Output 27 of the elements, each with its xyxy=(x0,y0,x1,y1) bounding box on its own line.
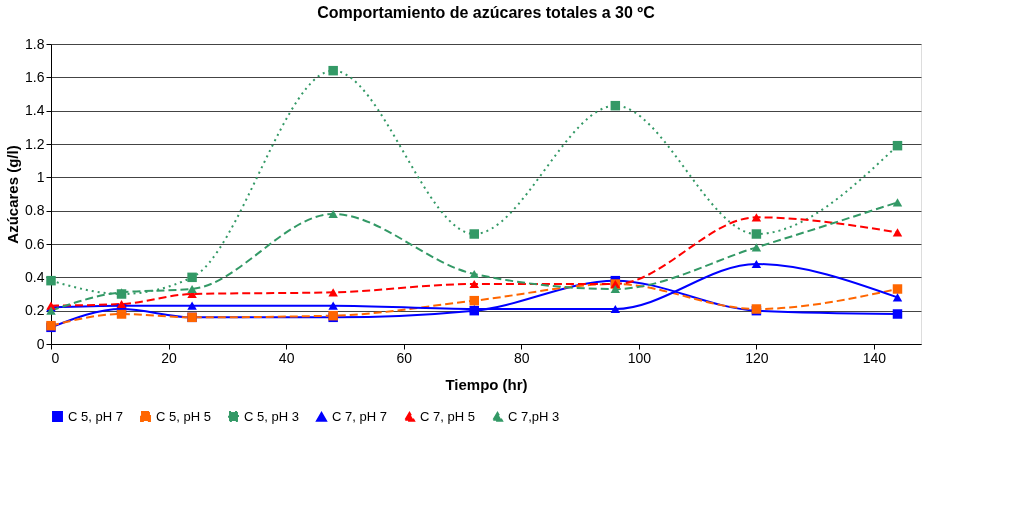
y-tick-label: 1.6 xyxy=(25,68,45,85)
legend-label: C 5, pH 5 xyxy=(156,408,211,424)
y-tick-label: 0.8 xyxy=(25,202,45,219)
x-tick-label: 120 xyxy=(745,349,769,366)
x-tick-label: 80 xyxy=(513,349,530,366)
legend-label: C 7, pH 7 xyxy=(332,408,387,424)
y-tick-label: 1 xyxy=(36,168,45,185)
x-tick-label: 40 xyxy=(278,349,295,366)
legend-label: C 7,pH 3 xyxy=(508,408,560,424)
legend-label: C 7, pH 5 xyxy=(420,408,475,424)
x-tick-label: 20 xyxy=(161,349,178,366)
y-tick-label: 0.6 xyxy=(25,235,45,252)
x-tick-label: 0 xyxy=(51,349,60,366)
y-tick-label: 0.2 xyxy=(25,302,45,319)
y-tick-label: 1.4 xyxy=(25,102,45,119)
legend-label: C 5, pH 7 xyxy=(68,408,123,424)
legend-label: C 5, pH 3 xyxy=(244,408,299,424)
y-tick-label: 1.2 xyxy=(25,135,45,152)
y-tick-label: 0 xyxy=(36,335,45,352)
y-tick-label: 0.4 xyxy=(25,268,45,285)
x-tick-label: 100 xyxy=(627,349,652,366)
x-axis-title: Tiempo (hr) xyxy=(445,375,528,393)
x-tick-label: 140 xyxy=(862,349,887,366)
y-axis-title: Azúcares (g/l) xyxy=(4,145,22,244)
y-tick-label: 1.8 xyxy=(25,35,45,52)
chart-title: Comportamiento de azúcares totales a 30 ºC xyxy=(317,4,656,21)
x-tick-label: 60 xyxy=(396,349,413,366)
